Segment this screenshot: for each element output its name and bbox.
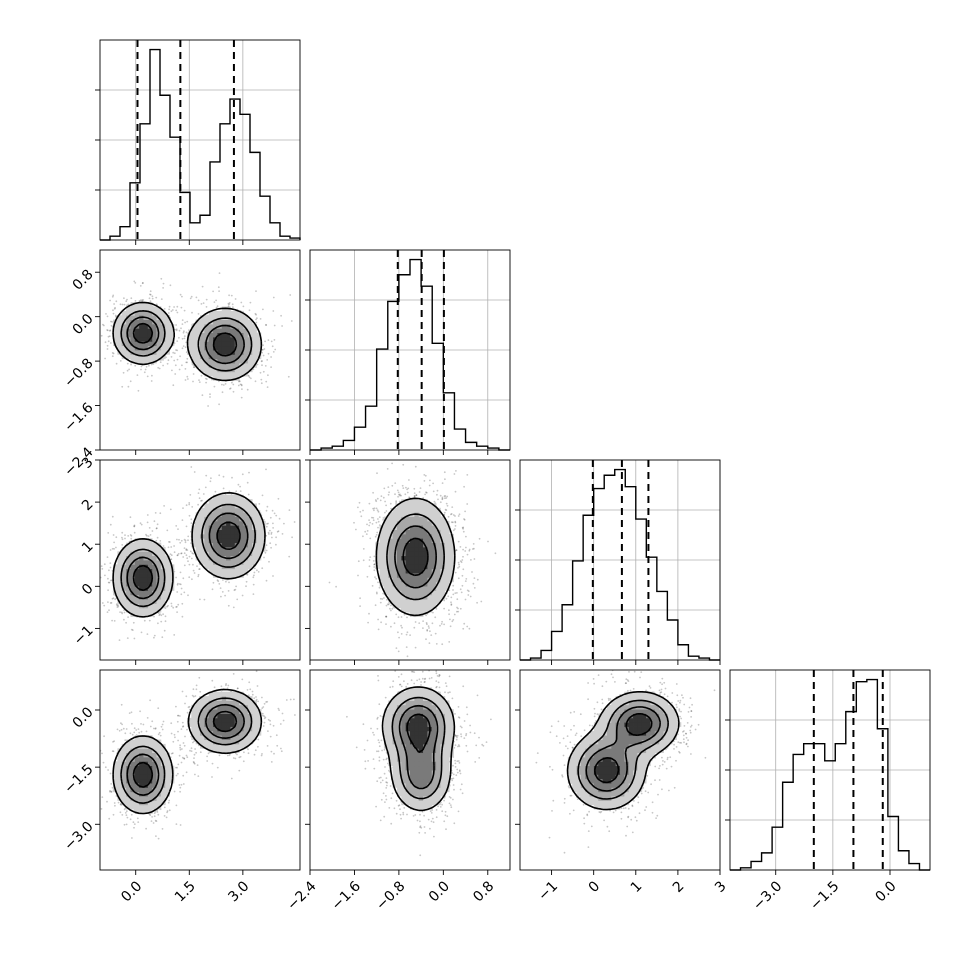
x-tick-label-2-1: 0: [586, 878, 604, 896]
histogram-frame-3: [729, 669, 931, 871]
contour-2-1-3: [402, 537, 429, 577]
density-frame-3-0: [99, 669, 301, 871]
x-tick-label-1-4: 0.8: [470, 878, 497, 905]
contour-2-1-2: [394, 525, 437, 589]
y-tick-label-1-3: 0.0: [70, 311, 97, 338]
y-tick-label-3-2: 0.0: [70, 704, 97, 731]
y-tick-label-3-1: −1.5: [61, 761, 96, 796]
y-tick-label-3-0: −3.0: [61, 819, 96, 854]
histogram-2: [520, 468, 720, 661]
density-frame-3-2: [519, 669, 721, 871]
contour-3-2-3: [593, 713, 653, 784]
x-tick-label-1-2: −0.8: [373, 878, 408, 913]
contour-3-0-1: [120, 697, 253, 804]
x-tick-label-1-3: 0.0: [426, 878, 453, 905]
y-tick-label-1-4: 0.8: [70, 267, 97, 294]
contour-1-0-0: [112, 301, 263, 382]
density-fill-2-1: [375, 499, 454, 617]
x-tick-label-3-1: −1.5: [807, 878, 842, 913]
contour-3-0-3: [132, 710, 238, 788]
x-tick-label-0-2: 3.0: [225, 878, 252, 905]
contour-2-0-1: [120, 503, 256, 608]
x-tick-label-2-3: 2: [670, 878, 688, 896]
y-tick-label-2-2: 1: [79, 539, 97, 557]
contour-3-1-3: [406, 713, 431, 753]
contour-2-1-0: [375, 497, 456, 617]
contour-2-0-3: [132, 521, 241, 592]
contour-3-1-0: [381, 686, 456, 812]
contour-1-0-3: [132, 322, 238, 357]
histogram-frame-1: [309, 249, 511, 451]
histogram-frame-0: [99, 39, 301, 241]
density-frame-3-1: [309, 669, 511, 871]
y-tick-label-1-2: −0.8: [61, 355, 96, 390]
contour-3-0-2: [126, 703, 245, 796]
contour-2-0-2: [126, 512, 249, 600]
histogram-0: [100, 48, 301, 241]
x-tick-label-1-1: −1.6: [329, 878, 364, 913]
histogram-1: [310, 258, 510, 451]
density-fill-3-2: [567, 691, 682, 810]
y-tick-label-2-3: 2: [79, 496, 97, 514]
histogram-frame-2: [519, 459, 721, 661]
x-tick-label-2-2: 1: [628, 878, 646, 896]
x-tick-label-2-4: 3: [712, 878, 730, 896]
contour-2-1-1: [386, 513, 445, 601]
contour-3-2-0: [566, 691, 680, 811]
y-tick-label-1-1: −1.6: [61, 400, 96, 435]
x-tick-label-3-2: 0.0: [873, 878, 900, 905]
density-frame-1-0: [99, 249, 301, 451]
histogram-panel-1: [305, 249, 511, 455]
y-tick-label-2-1: 0: [79, 581, 97, 599]
density-panel-3-0: [95, 669, 301, 875]
histogram-panel-2: [515, 459, 721, 665]
contour-1-0-2: [126, 316, 245, 365]
contour-3-2-2: [585, 706, 661, 792]
x-tick-label-1-0: −2.4: [284, 878, 319, 913]
x-tick-label-0-1: 1.5: [172, 878, 199, 905]
x-tick-label-3-0: −3.0: [750, 878, 785, 913]
y-tick-label-2-0: −1: [71, 623, 97, 649]
density-panel-2-0: [95, 459, 301, 665]
x-tick-label-2-0: −1: [535, 878, 561, 904]
contour-1-0-1: [120, 310, 253, 372]
density-panel-1-0: [95, 249, 301, 455]
contour-3-1-1: [391, 696, 446, 800]
contour-3-1-2: [398, 704, 439, 790]
histogram-3: [730, 678, 930, 871]
density-panel-3-2: [515, 669, 721, 875]
histogram-panel-3: [725, 669, 931, 875]
contour-2-0-0: [112, 492, 266, 618]
contour-3-2-1: [577, 699, 669, 800]
histogram-panel-0: [95, 39, 301, 245]
x-tick-label-0-0: 0.0: [118, 878, 145, 905]
density-frame-2-1: [309, 459, 511, 661]
density-panel-3-1: [305, 669, 511, 875]
contour-3-0-0: [112, 688, 263, 815]
density-panel-2-1: [305, 459, 511, 665]
density-frame-2-0: [99, 459, 301, 661]
